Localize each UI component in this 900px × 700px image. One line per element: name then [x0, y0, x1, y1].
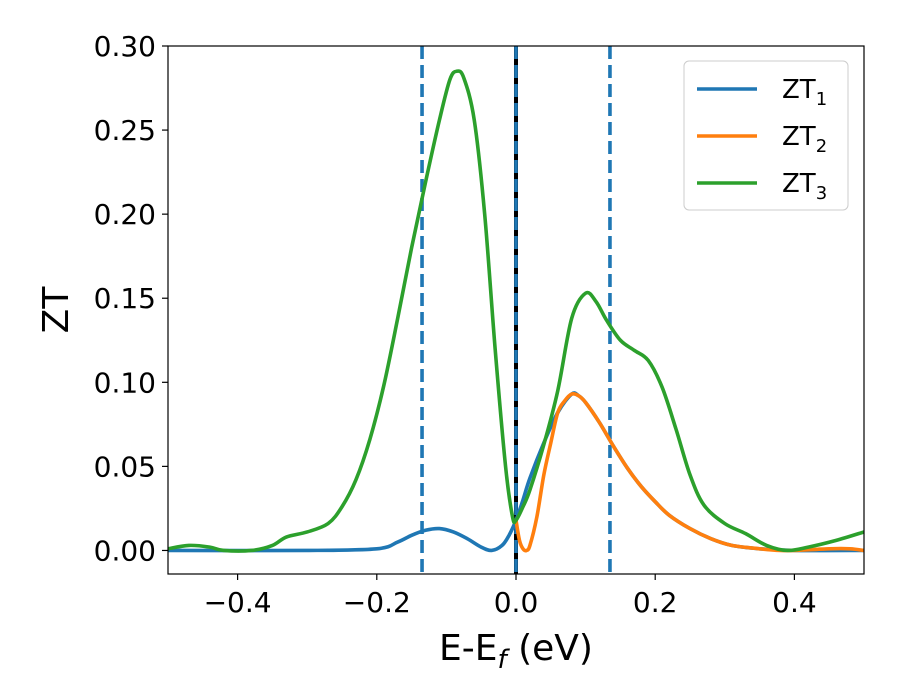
- legend-frame: [683, 60, 849, 211]
- y-tick-label: 0.25: [94, 114, 156, 147]
- series-line-2: [514, 391, 864, 553]
- legend-label-3: ZT3: [782, 169, 827, 204]
- x-axis-label: E-Ef (eV): [439, 628, 593, 675]
- x-tick-label: 0.2: [633, 586, 678, 619]
- x-tick-label: 0.0: [494, 586, 539, 619]
- y-tick-label: 0.05: [94, 450, 156, 483]
- series-line-3: [168, 69, 864, 553]
- y-tick-label: 0.00: [94, 534, 156, 567]
- y-tick-label: 0.10: [94, 366, 156, 399]
- legend: ZT1 ZT2 ZT3: [683, 60, 849, 211]
- y-tick-label: 0.20: [94, 198, 156, 231]
- legend-label-1: ZT1: [782, 75, 827, 110]
- x-tick-label: 0.4: [772, 586, 817, 619]
- y-tick-label: 0.15: [94, 282, 156, 315]
- x-tick-label: −0.4: [204, 586, 272, 619]
- y-tick-label: 0.30: [94, 30, 156, 63]
- legend-label-2: ZT2: [782, 122, 827, 157]
- y-axis-label: ZT: [36, 286, 77, 334]
- x-tick-label: −0.2: [343, 586, 411, 619]
